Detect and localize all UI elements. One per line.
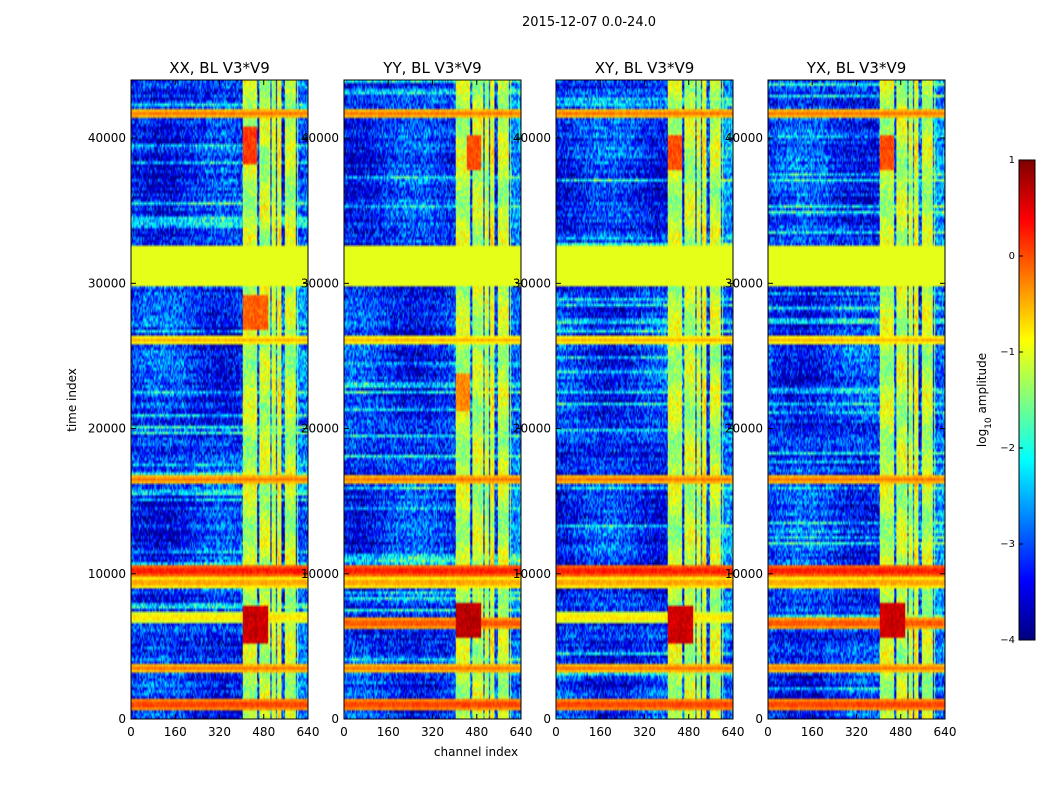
x-tick-label: 640 [510, 725, 533, 739]
colorbar-label: log10 amplitude [975, 353, 994, 447]
panel-xx: XX, BL V3*V9 0 160 320 480 640 0 10000 20000 3000… [88, 59, 320, 739]
x-tick-label: 160 [589, 725, 612, 739]
panel-title: XX, BL V3*V9 [169, 59, 270, 77]
y-axis-label: time index [65, 368, 79, 432]
y-tick-label: 0 [755, 712, 763, 726]
y-tick-label: 10000 [301, 567, 339, 581]
y-tick-label: 20000 [513, 422, 551, 436]
x-tick-label: 640 [722, 725, 745, 739]
y-tick-label: 30000 [513, 276, 551, 290]
x-tick-label: 480 [465, 725, 488, 739]
y-tick-label: 30000 [88, 276, 126, 290]
figure-suptitle: 2015-12-07 0.0-24.0 [522, 15, 656, 30]
x-tick-label: 480 [889, 725, 912, 739]
x-tick-label: 0 [340, 725, 348, 739]
y-tick-label: 10000 [513, 567, 551, 581]
y-tick-label: 10000 [725, 567, 763, 581]
panel-yy: YY, BL V3*V9 0 160 320 480 640 0 10000 20000 3000… [301, 59, 533, 739]
y-tick-label: 40000 [301, 131, 339, 145]
x-tick-label: 0 [127, 725, 135, 739]
panel-xy: XY, BL V3*V9 0 160 320 480 640 0 10000 20000 3000… [513, 59, 745, 739]
y-tick-label: 10000 [88, 567, 126, 581]
y-tick-label: 0 [543, 712, 551, 726]
panels: XX, BL V3*V9 0 160 320 480 640 0 10000 20000 3000… [88, 59, 957, 739]
x-tick-label: 320 [845, 725, 868, 739]
x-tick-label: 320 [633, 725, 656, 739]
colorbar-tick-label: 0 [1009, 251, 1015, 262]
y-tick-label: 30000 [301, 276, 339, 290]
heatmap-image [131, 80, 308, 719]
x-tick-label: 480 [252, 725, 275, 739]
y-tick-label: 20000 [725, 422, 763, 436]
panel-title: YY, BL V3*V9 [382, 59, 481, 77]
x-tick-label: 160 [801, 725, 824, 739]
panel-title: YX, BL V3*V9 [806, 59, 907, 77]
y-tick-label: 0 [118, 712, 126, 726]
heatmap-image [556, 80, 733, 719]
x-tick-label: 640 [297, 725, 320, 739]
heatmap-image [768, 80, 945, 719]
panel-yx: YX, BL V3*V9 0 160 320 480 640 0 10000 20000 3000… [725, 59, 957, 739]
y-tick-label: 20000 [301, 422, 339, 436]
colorbar: 1 0 −1 −2 −3 −4 log10 amplitude [975, 155, 1036, 646]
colorbar-gradient [1018, 159, 1036, 641]
y-tick-label: 0 [331, 712, 339, 726]
x-tick-label: 320 [208, 725, 231, 739]
x-tick-label: 160 [164, 725, 187, 739]
colorbar-tick-label: −1 [1000, 347, 1015, 358]
x-tick-label: 0 [552, 725, 560, 739]
x-tick-label: 480 [677, 725, 700, 739]
x-axis-label: channel index [434, 745, 518, 759]
y-tick-label: 40000 [88, 131, 126, 145]
heatmap-image [344, 80, 521, 719]
y-tick-label: 20000 [88, 422, 126, 436]
y-tick-label: 30000 [725, 276, 763, 290]
x-tick-label: 320 [421, 725, 444, 739]
colorbar-tick-label: −3 [1000, 539, 1015, 550]
colorbar-tick-label: −2 [1000, 443, 1015, 454]
panel-title: XY, BL V3*V9 [595, 59, 695, 77]
colorbar-tick-label: −4 [1000, 635, 1015, 646]
y-tick-label: 40000 [725, 131, 763, 145]
x-tick-label: 160 [377, 725, 400, 739]
colorbar-tick-label: 1 [1009, 155, 1015, 166]
x-tick-label: 640 [934, 725, 957, 739]
y-tick-label: 40000 [513, 131, 551, 145]
x-tick-label: 0 [764, 725, 772, 739]
